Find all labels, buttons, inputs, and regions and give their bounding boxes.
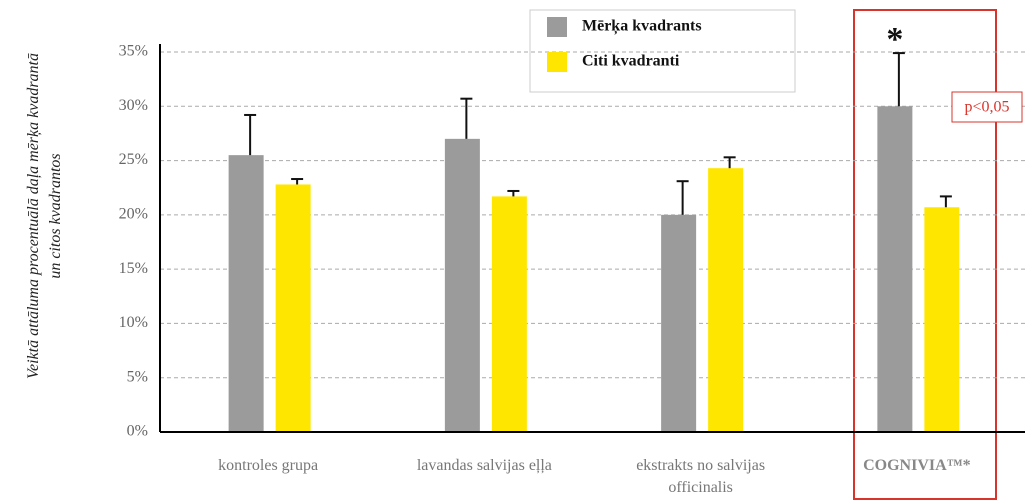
bar bbox=[491, 196, 527, 432]
bar bbox=[877, 106, 913, 433]
y-tick-label: 10% bbox=[119, 314, 148, 331]
bar bbox=[708, 168, 744, 432]
annotation-pvalue: p<0,05 bbox=[964, 99, 1009, 116]
legend-swatch bbox=[547, 52, 567, 72]
legend-box bbox=[529, 9, 796, 93]
x-tick-label: ekstrakts no salvijas officinalis bbox=[636, 457, 766, 496]
x-tick-label: lavandas salvijas eļļa bbox=[416, 457, 552, 474]
legend-swatch bbox=[547, 17, 567, 37]
annotation-star: * bbox=[886, 21, 903, 58]
y-tick-label: 5% bbox=[127, 368, 148, 385]
annotation-box bbox=[951, 91, 1023, 123]
y-tick-label: 20% bbox=[119, 206, 148, 223]
y-tick-label: 35% bbox=[119, 43, 148, 60]
bar bbox=[228, 155, 264, 432]
legend-label: Mērķa kvadrants bbox=[582, 18, 702, 36]
y-tick-label: 25% bbox=[119, 151, 148, 168]
legend-label: Citi kvadranti bbox=[582, 53, 680, 70]
bar bbox=[924, 207, 960, 432]
bar bbox=[275, 184, 311, 432]
y-tick-label: 15% bbox=[119, 260, 148, 277]
y-axis-label: Veiktā attāluma procentuālā daļa mērķa k… bbox=[25, 53, 64, 380]
x-tick-label: kontroles grupa bbox=[218, 457, 319, 474]
y-tick-label: 30% bbox=[119, 97, 148, 114]
x-tick-label: COGNIVIA™* bbox=[863, 457, 971, 474]
y-tick-label: 0% bbox=[127, 423, 148, 440]
bar bbox=[444, 138, 480, 432]
highlight-box bbox=[853, 9, 997, 500]
bar bbox=[661, 214, 697, 432]
